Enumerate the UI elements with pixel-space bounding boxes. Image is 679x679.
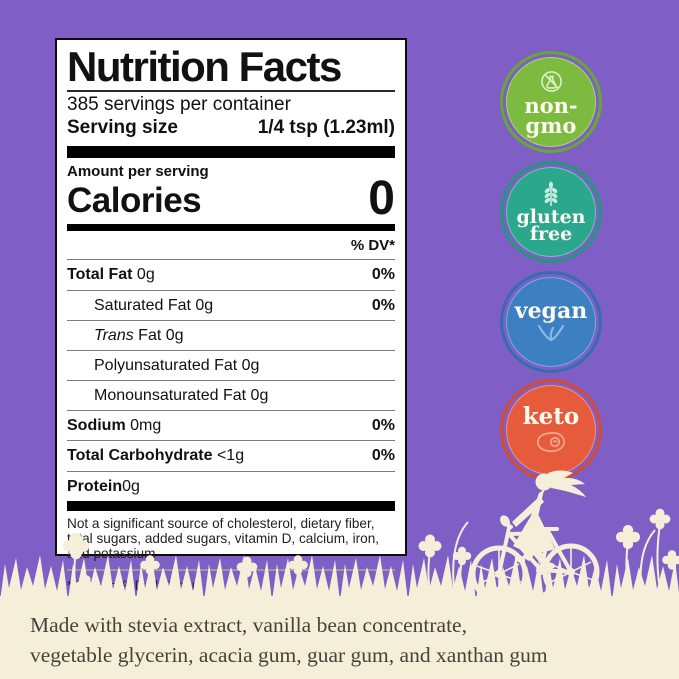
thick-divider-bar bbox=[67, 146, 395, 158]
ingredients-line-2: vegetable glycerin, acacia gum, guar gum… bbox=[30, 642, 548, 667]
serving-size-row: Serving size 1/4 tsp (1.23ml) bbox=[67, 117, 395, 140]
badge-label: keto bbox=[522, 403, 580, 431]
not-significant-source-footnote: Not a significant source of cholesterol,… bbox=[67, 515, 380, 562]
nutrient-row-monounsaturated-fat: Monounsaturated Fat 0g bbox=[67, 380, 395, 410]
badge-label: non- bbox=[524, 93, 578, 119]
badge-vegan: vegan bbox=[500, 271, 602, 373]
amount-per-serving-label: Amount per serving bbox=[67, 163, 209, 180]
ingredients-line-1: Made with stevia extract, vanilla bean c… bbox=[30, 613, 467, 637]
nutrient-row-polyunsaturated-fat: Polyunsaturated Fat 0g bbox=[67, 349, 395, 380]
calories-value: 0 bbox=[368, 172, 395, 225]
nutrient-row-sodium: Sodium 0mg 0% bbox=[67, 410, 395, 440]
badge-label: gluten bbox=[516, 205, 586, 228]
badge-label: gmo bbox=[525, 112, 577, 138]
daily-value-header: % DV* bbox=[350, 237, 395, 255]
wheat-icon bbox=[544, 181, 558, 206]
no-gmo-flask-icon bbox=[540, 71, 562, 93]
nutrient-row-saturated-fat: Saturated Fat 0g 0% bbox=[67, 289, 395, 320]
nutrient-row-total-carbohydrate: Total Carbohydrate <1g 0% bbox=[67, 440, 395, 470]
badge-label: vegan bbox=[514, 297, 588, 324]
servings-per-container: 385 servings per container bbox=[67, 94, 291, 116]
ingredients-text: Made with stevia extract, vanilla bean c… bbox=[30, 611, 670, 670]
nutrition-facts-label: Nutrition Facts 385 servings per contain… bbox=[55, 38, 407, 593]
nutrient-row-trans-fat: Trans Fat 0g bbox=[67, 319, 395, 350]
sprout-icon bbox=[537, 325, 565, 342]
nutrition-facts-title: Nutrition Facts bbox=[67, 43, 342, 90]
badge-label: free bbox=[529, 223, 573, 245]
meadow-cyclist-illustration bbox=[0, 470, 679, 679]
serving-size-label: Serving size bbox=[67, 117, 178, 139]
badge-keto: keto bbox=[500, 379, 602, 481]
egg-icon bbox=[536, 431, 565, 452]
badge-non-gmo: non- gmo bbox=[500, 51, 602, 153]
serving-size-value: 1/4 tsp (1.23ml) bbox=[257, 117, 395, 139]
medium-divider-bar bbox=[67, 224, 395, 232]
nutrient-row-protein: Protein0g bbox=[67, 470, 395, 501]
calories-row: Calories 0 bbox=[67, 172, 395, 225]
badge-gluten-free: gluten free bbox=[500, 161, 602, 263]
title-divider bbox=[67, 90, 395, 93]
nutrient-row-total-fat: Total Fat 0g 0% bbox=[67, 259, 395, 289]
calories-label: Calories bbox=[67, 181, 202, 221]
thick-divider-bar-bottom bbox=[67, 500, 395, 511]
